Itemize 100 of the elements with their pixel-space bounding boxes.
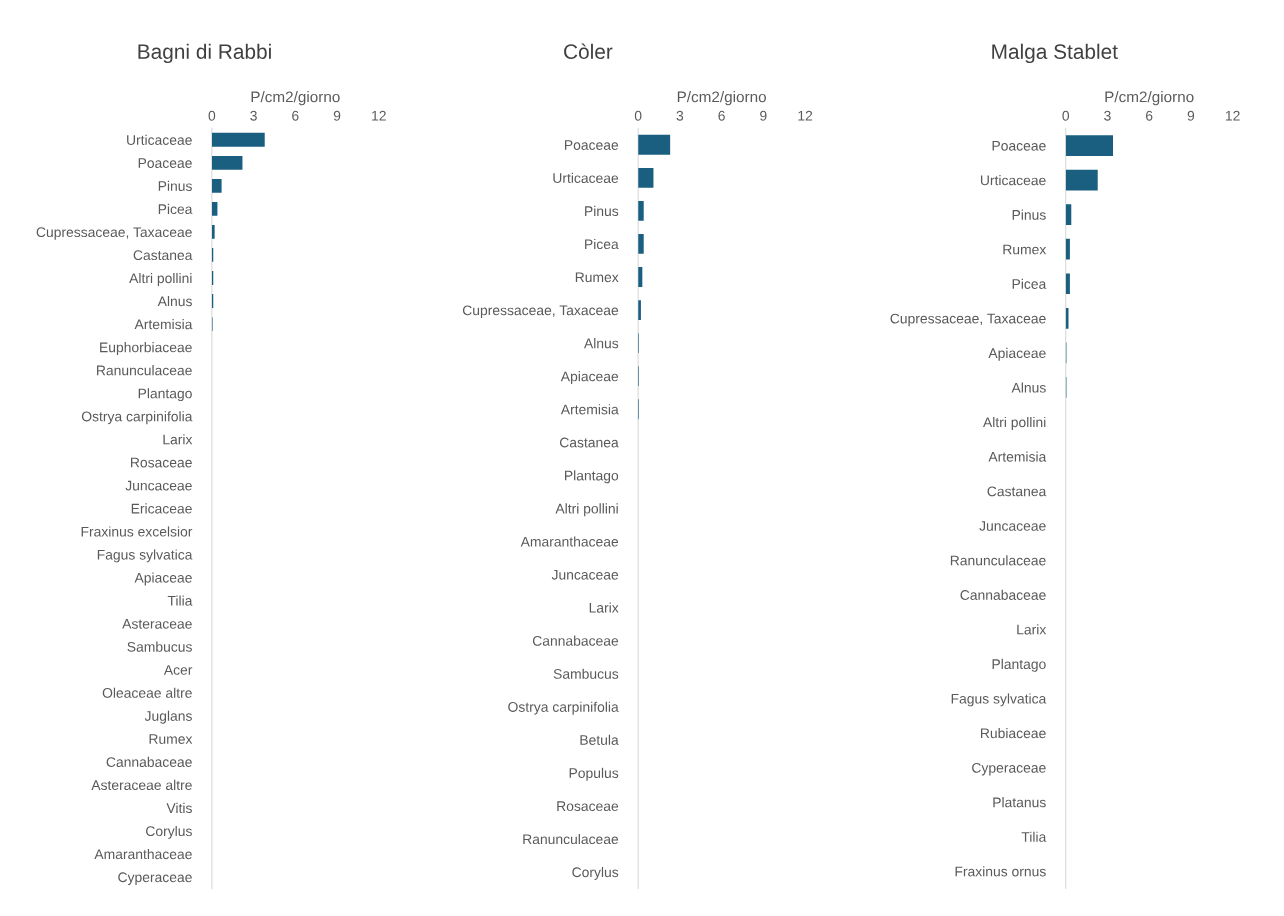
y-tick-label: Plantago [138, 388, 192, 402]
y-tick-label: Vitis [166, 802, 192, 814]
y-tick-label: Cyperaceae [972, 762, 1046, 776]
bar [211, 155, 243, 170]
y-tick-label: Cannabaceae [106, 756, 192, 767]
y-tick-label: Picea [585, 238, 619, 250]
y-tick-label: Rumex [149, 734, 193, 744]
bar [211, 201, 218, 216]
y-tick-label: Ericaceae [131, 503, 192, 514]
x-axis-title: P/cm2/giorno [1105, 91, 1194, 106]
y-tick-label: Juncaceae [125, 480, 192, 491]
y-tick-label: Cannabaceae [960, 589, 1046, 600]
bar [211, 225, 215, 239]
y-tick-label: Cupressaceae, Taxaceae [890, 313, 1046, 327]
y-tick-label: Amaranthaceae [520, 536, 619, 547]
y-tick-label: Acer [163, 665, 193, 675]
chart-title: Malga Stablet [992, 43, 1118, 64]
y-tick-label: Cupressaceae, Taxaceae [462, 305, 619, 318]
y-tick-label: Rumex [575, 272, 619, 283]
y-tick-label: Artemisia [134, 319, 193, 330]
bar [211, 178, 222, 193]
bar [1065, 204, 1072, 225]
bar [211, 132, 265, 147]
y-tick-label: Fagus sylvatica [97, 549, 193, 563]
y-tick-label: Picea [1012, 278, 1047, 289]
y-tick-label: Ranunculaceae [97, 365, 192, 376]
y-tick-label: Asteraceae altre [91, 779, 192, 791]
y-tick-label: Corylus [572, 866, 619, 880]
y-tick-label: Larix [589, 602, 619, 613]
y-tick-label: Picea [158, 203, 193, 215]
y-tick-label: Apiaceae [988, 347, 1046, 361]
x-tick-label: 3 [250, 110, 257, 121]
x-tick-label: 0 [634, 110, 642, 121]
bar [1065, 238, 1070, 260]
x-tick-label: 9 [760, 110, 767, 121]
y-tick-label: Ostrya carpinifolia [81, 411, 193, 425]
y-tick-label: Rosaceae [557, 801, 619, 812]
bar [1065, 135, 1114, 156]
y-tick-label: Tilia [1021, 831, 1047, 842]
x-tick-label: 6 [292, 110, 299, 121]
y-tick-label: Euphorbiaceae [100, 342, 192, 356]
y-tick-label: Juncaceae [551, 569, 619, 580]
y-tick-label: Urticaceae [553, 172, 619, 183]
y-tick-label: Juncaceae [979, 521, 1046, 531]
x-tick-label: 12 [1225, 110, 1240, 121]
chart-title: Bagni di Rabbi [138, 43, 271, 64]
y-tick-label: Betula [580, 734, 619, 745]
y-tick-label: Castanea [133, 250, 193, 261]
x-tick-label: 9 [333, 110, 341, 121]
y-tick-label: Juglans [144, 710, 192, 724]
y-tick-label: Ranunculaceae [523, 833, 619, 845]
y-tick-label: Altri pollini [555, 503, 618, 517]
y-tick-label: Cupressaceae, Taxaceae [36, 227, 192, 240]
y-tick-label: Rubiaceae [981, 727, 1046, 739]
y-tick-label: Oleaceae altre [102, 687, 192, 698]
x-tick-label: 12 [372, 110, 386, 121]
y-tick-label: Poaceae [565, 140, 619, 150]
y-tick-label: Fraxinus ornus [955, 866, 1046, 877]
x-tick-label: 3 [676, 110, 684, 121]
y-tick-label: Fagus sylvatica [951, 693, 1047, 707]
y-tick-label: Rosaceae [131, 457, 192, 468]
x-tick-label: 3 [1104, 110, 1111, 121]
y-tick-label: Sambucus [553, 668, 619, 679]
y-tick-label: Pinus [158, 180, 192, 192]
y-tick-label: Artemisia [988, 451, 1047, 462]
y-tick-label: Alnus [1011, 382, 1046, 393]
y-tick-label: Altri pollini [129, 272, 192, 286]
chart-title: Còler [564, 43, 613, 59]
x-axis-title: P/cm2/giorno [677, 91, 766, 106]
y-tick-label: Urticaceae [980, 175, 1046, 186]
x-tick-label: 0 [208, 110, 216, 121]
bar [1065, 169, 1098, 191]
y-tick-label: Corylus [146, 825, 192, 839]
y-tick-label: Apiaceae [560, 371, 619, 385]
y-tick-label: Castanea [559, 437, 619, 448]
bar [1065, 307, 1069, 329]
x-tick-label: 0 [1062, 110, 1070, 121]
y-tick-label: Cannabaceae [532, 635, 619, 646]
y-tick-label: Artemisia [560, 404, 619, 415]
y-tick-label: Fraxinus excelsior [81, 526, 193, 537]
y-tick-label: Plantago [565, 470, 619, 484]
y-tick-label: Urticaceae [127, 134, 192, 145]
y-tick-label: Ranunculaceae [950, 555, 1046, 566]
y-tick-label: Asteraceae [122, 619, 192, 629]
bar [638, 234, 644, 254]
y-tick-label: Rumex [1003, 244, 1047, 255]
y-tick-label: Larix [1017, 624, 1047, 635]
y-tick-label: Amaranthaceae [94, 848, 192, 860]
y-tick-label: Poaceae [138, 158, 192, 168]
y-tick-label: Poaceae [992, 141, 1046, 151]
x-tick-label: 12 [798, 110, 813, 121]
y-tick-label: Alnus [157, 296, 192, 307]
bar [638, 167, 654, 188]
y-tick-label: Tilia [167, 595, 193, 606]
bar [1065, 273, 1070, 295]
x-tick-label: 6 [718, 110, 725, 121]
y-tick-label: Ostrya carpinifolia [508, 701, 619, 715]
y-tick-label: Sambucus [127, 641, 192, 652]
y-tick-label: Plantago [992, 658, 1046, 672]
y-tick-label: Populus [569, 767, 619, 781]
